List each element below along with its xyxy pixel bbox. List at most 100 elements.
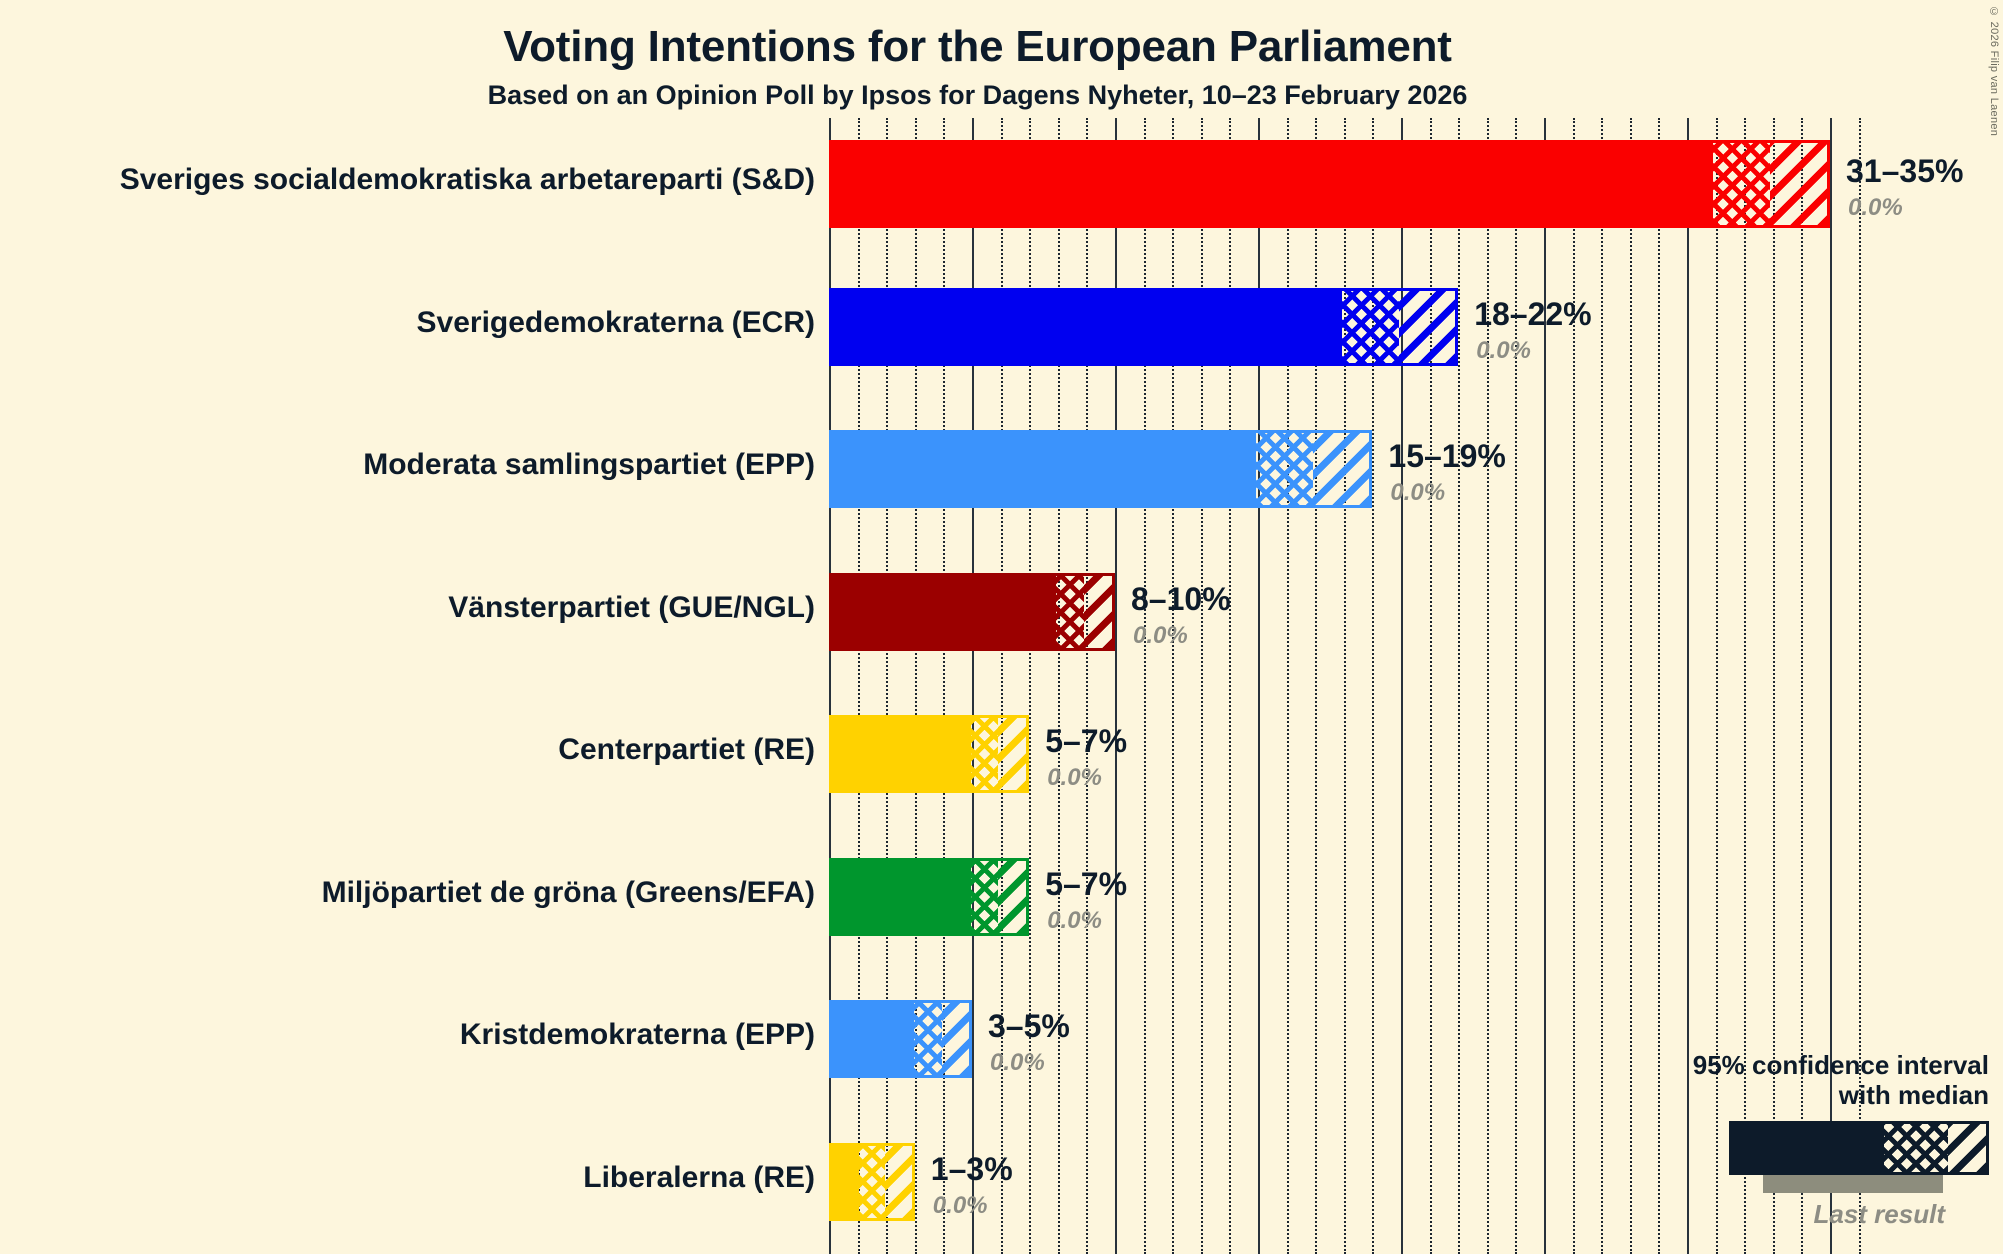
gridline-minor-9	[1086, 118, 1089, 1254]
bar-segment-diagonal	[1398, 290, 1456, 363]
bar-2[interactable]	[829, 287, 1459, 366]
gridline-major-30	[1687, 118, 1689, 1254]
bar-segment-diagonal	[1312, 433, 1370, 505]
bar-6[interactable]	[829, 857, 1030, 936]
bar-4[interactable]	[829, 572, 1115, 651]
gridline-minor-29	[1658, 118, 1661, 1254]
bar-segment-solid	[832, 1145, 859, 1218]
last-result-label-2: 0.0%	[1476, 336, 1531, 364]
gridline-minor-4	[943, 118, 946, 1254]
bar-5[interactable]	[829, 715, 1030, 793]
gridline-minor-3	[914, 118, 917, 1254]
bar-segment-diagonal	[998, 860, 1027, 933]
bar-segment-crosshatch	[1256, 433, 1313, 505]
gridline-minor-21	[1429, 118, 1432, 1254]
chart-legend: 95% confidence interval with median Last…	[1519, 1050, 1989, 1230]
bar-3[interactable]	[829, 430, 1373, 508]
bar-row[interactable]	[829, 1000, 972, 1078]
bar-segment-crosshatch	[970, 860, 999, 933]
party-label-7: Kristdemokraterna (EPP)	[459, 1018, 815, 1051]
gridline-major-35	[1830, 118, 1832, 1254]
bar-8[interactable]	[829, 1142, 915, 1221]
legend-swatch-diagonal	[1947, 1124, 1986, 1172]
bar-segment-solid	[832, 1003, 915, 1075]
last-result-label-8: 0.0%	[932, 1191, 988, 1219]
gridline-minor-23	[1486, 118, 1489, 1254]
party-label-3: Moderata samlingspartiet (EPP)	[363, 448, 815, 481]
last-result-label-1: 0.0%	[1848, 194, 1903, 221]
gridline-minor-16	[1286, 118, 1289, 1254]
gridline-minor-13	[1200, 118, 1203, 1254]
bar-segment-solid	[832, 290, 1342, 363]
gridline-minor-2	[886, 118, 889, 1254]
gridline-minor-17	[1315, 118, 1318, 1254]
bar-7[interactable]	[829, 1000, 972, 1078]
bar-row[interactable]	[829, 572, 1115, 651]
gridline-minor-8	[1057, 118, 1060, 1254]
party-label-2: Sverigedemokraterna (ECR)	[416, 305, 815, 339]
gridline-minor-33	[1772, 118, 1775, 1254]
legend-last-result-label: Last result	[1813, 1199, 1946, 1229]
bar-segment-solid	[832, 433, 1257, 505]
bar-segment-diagonal	[1770, 143, 1827, 225]
bar-row[interactable]	[829, 715, 1030, 793]
bar-row[interactable]	[829, 857, 1030, 936]
last-result-label-7: 0.0%	[990, 1049, 1045, 1076]
gridline-minor-27	[1601, 118, 1604, 1254]
gridline-major-25	[1544, 118, 1546, 1254]
gridline-minor-22	[1458, 118, 1461, 1254]
bar-segment-crosshatch	[1713, 143, 1771, 225]
last-result-label-5: 0.0%	[1047, 764, 1102, 791]
legend-caption-line2: with median	[1838, 1080, 1989, 1111]
gridline-minor-1	[857, 118, 860, 1254]
party-label-4: Vänsterpartiet (GUE/NGL)	[448, 590, 815, 624]
gridline-minor-26	[1572, 118, 1575, 1254]
bar-row[interactable]	[829, 430, 1373, 508]
bar-segment-crosshatch	[858, 1145, 886, 1218]
party-label-5: Centerpartiet (RE)	[558, 733, 815, 766]
gridline-minor-19	[1372, 118, 1375, 1254]
chart-subtitle: Based on an Opinion Poll by Ipsos for Da…	[487, 80, 1468, 110]
value-range-label-3: 15–19%	[1388, 438, 1506, 474]
gridline-minor-24	[1515, 118, 1518, 1254]
gridline-minor-34	[1801, 118, 1804, 1254]
bar-segment-crosshatch	[970, 718, 999, 790]
value-range-label-8: 1–3%	[930, 1150, 1013, 1187]
party-label-1: Sveriges socialdemokratiska arbetarepart…	[119, 163, 815, 196]
bar-segment-diagonal	[885, 1145, 912, 1218]
legend-caption: 95% confidence interval with median	[1519, 1050, 1989, 1111]
bar-segment-solid	[832, 718, 971, 790]
copyright-notice: © 2026 Filip van Laenen	[1988, 6, 2000, 137]
bar-row[interactable]	[829, 287, 1459, 366]
bar-segment-crosshatch	[1341, 290, 1399, 363]
gridline-minor-28	[1629, 118, 1632, 1254]
value-range-label-1: 31–35%	[1846, 153, 1964, 189]
chart-title: Voting Intentions for the European Parli…	[503, 22, 1452, 71]
legend-swatch-crosshatch	[1884, 1124, 1948, 1172]
gridline-major-20	[1401, 118, 1403, 1254]
bar-segment-crosshatch	[1056, 575, 1085, 648]
gridline-major-15	[1258, 118, 1260, 1254]
gridline-minor-7	[1029, 118, 1032, 1254]
bar-segment-solid	[832, 143, 1714, 225]
gridline-minor-6	[1000, 118, 1003, 1254]
gridline-major-10	[1115, 118, 1117, 1254]
value-range-label-7: 3–5%	[988, 1008, 1070, 1044]
party-label-6: Miljöpartiet de gröna (Greens/EFA)	[321, 875, 815, 909]
bar-row[interactable]	[829, 140, 1830, 228]
bar-segment-diagonal	[998, 718, 1027, 790]
gridline-major-0	[829, 118, 831, 1254]
gridline-minor-14	[1229, 118, 1232, 1254]
bar-1[interactable]	[829, 140, 1830, 228]
bar-row[interactable]	[829, 1142, 915, 1221]
gridline-minor-18	[1343, 118, 1346, 1254]
gridline-minor-36	[1858, 118, 1861, 1254]
value-range-label-2: 18–22%	[1474, 295, 1592, 332]
gridline-minor-31	[1715, 118, 1718, 1254]
legend-swatch-solid	[1732, 1124, 1885, 1172]
last-result-label-6: 0.0%	[1047, 906, 1102, 934]
plot-area	[829, 118, 1869, 1254]
value-range-label-5: 5–7%	[1045, 723, 1128, 759]
value-range-label-4: 8–10%	[1131, 580, 1231, 617]
